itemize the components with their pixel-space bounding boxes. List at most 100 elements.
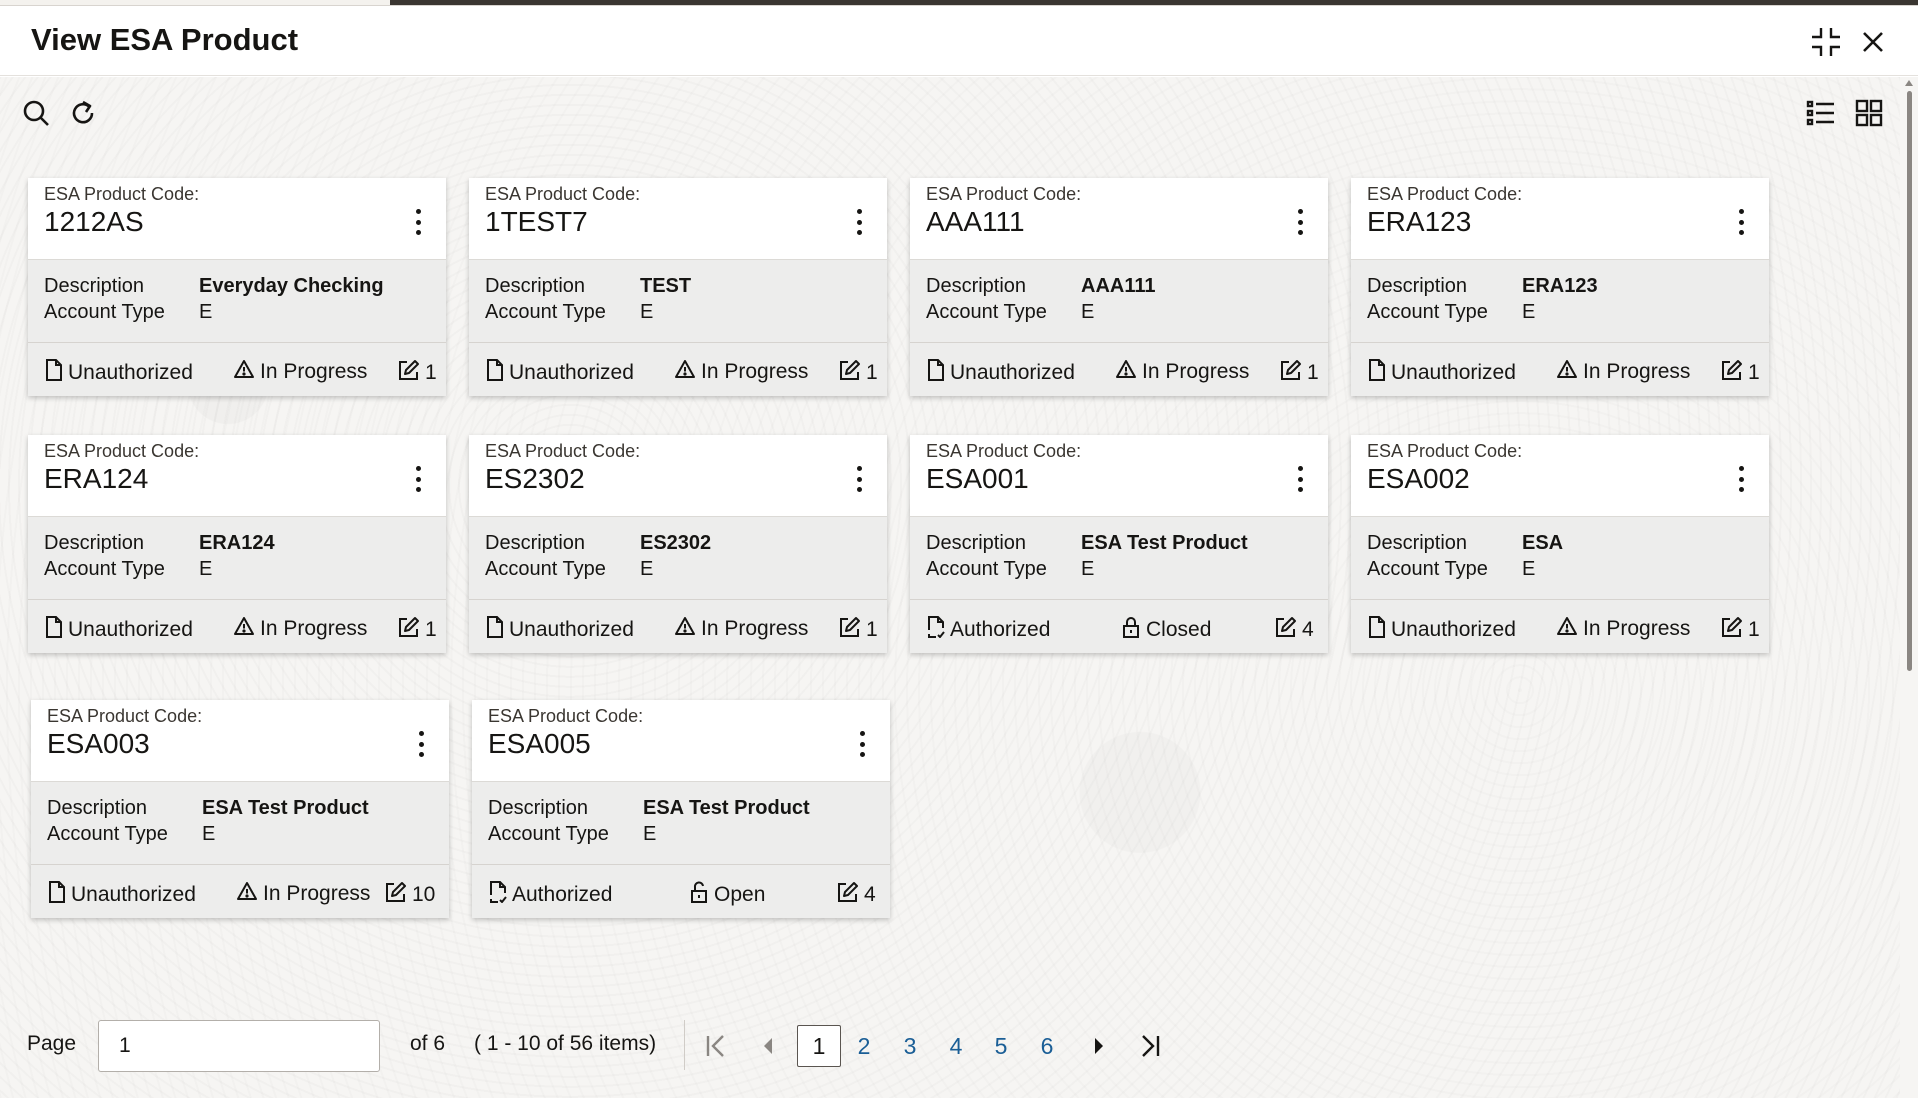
more-options-icon[interactable] xyxy=(1290,463,1310,495)
refresh-icon[interactable] xyxy=(65,95,101,131)
edit-icon xyxy=(839,616,861,644)
account-type-value: E xyxy=(1522,301,1536,323)
auth-status: Authorized xyxy=(489,881,612,909)
description-row: Description ES2302 xyxy=(485,532,711,555)
auth-status-text: Unauthorized xyxy=(1391,361,1516,384)
card-footer: Unauthorized In Progress 1 xyxy=(469,599,887,653)
unauthorized-doc-icon xyxy=(927,359,945,387)
card-footer: Unauthorized In Progress 1 xyxy=(1351,342,1769,396)
scroll-up-arrow-icon[interactable] xyxy=(1905,80,1913,86)
modification-count-text: 10 xyxy=(412,883,436,906)
product-code-label: ESA Product Code: xyxy=(44,441,200,461)
record-status-text: In Progress xyxy=(701,617,809,640)
product-code-label: ESA Product Code: xyxy=(1367,441,1523,461)
previous-page-icon[interactable] xyxy=(750,1025,786,1067)
account-type-value: E xyxy=(1522,558,1536,580)
more-options-icon[interactable] xyxy=(408,206,428,238)
description-row: Description TEST xyxy=(485,275,691,298)
account-type-label: Account Type xyxy=(926,558,1047,580)
pagination-bar: Page of 6 ( 1 - 10 of 56 items) 12 3 4 5 6 xyxy=(0,1012,1900,1072)
scroll-thumb[interactable] xyxy=(1907,91,1912,671)
page-number-5[interactable]: 5 xyxy=(994,1032,1008,1059)
product-card[interactable]: ESA Product Code: 1212AS Description Ever… xyxy=(28,178,446,396)
description-value: AAA111 xyxy=(1081,275,1156,297)
page-number-1[interactable]: 1 xyxy=(797,1025,841,1067)
more-options-icon[interactable] xyxy=(411,728,431,760)
next-page-icon[interactable] xyxy=(1081,1025,1117,1067)
description-label: Description xyxy=(926,532,1027,554)
grid-view-icon[interactable] xyxy=(1851,95,1887,131)
record-status: In Progress xyxy=(233,359,367,385)
content-area: ESA Product Code: 1212AS Description Ever… xyxy=(0,77,1900,1098)
lock-closed-icon xyxy=(1121,616,1141,644)
search-icon[interactable] xyxy=(18,95,54,131)
edit-icon xyxy=(1275,616,1297,644)
description-row: Description ESA Test Product xyxy=(488,797,810,820)
auth-status-text: Authorized xyxy=(950,618,1051,641)
card-footer: Unauthorized In Progress 10 xyxy=(31,864,449,918)
unauthorized-doc-icon xyxy=(486,616,504,644)
more-options-icon[interactable] xyxy=(849,206,869,238)
product-code-value: ESA002 xyxy=(1367,463,1470,494)
card-header: ESA Product Code: ERA124 xyxy=(28,435,446,517)
modification-count: 4 xyxy=(837,881,876,909)
account-type-value: E xyxy=(199,558,213,580)
auth-status: Unauthorized xyxy=(45,616,193,644)
last-page-icon[interactable] xyxy=(1132,1025,1168,1067)
more-options-icon[interactable] xyxy=(1290,206,1310,238)
record-status: In Progress xyxy=(233,616,367,642)
more-options-icon[interactable] xyxy=(852,728,872,760)
more-options-icon[interactable] xyxy=(1731,206,1751,238)
page-number-input[interactable] xyxy=(98,1020,380,1072)
product-card[interactable]: ESA Product Code: ERA123 Description ERA1… xyxy=(1351,178,1769,396)
account-type-row: Account Type E xyxy=(926,301,1094,324)
vertical-scrollbar[interactable] xyxy=(1900,77,1918,1098)
auth-status-text: Unauthorized xyxy=(509,361,634,384)
product-code-label: ESA Product Code: xyxy=(485,441,641,461)
description-value: ESA Test Product xyxy=(202,797,369,819)
modification-count-text: 1 xyxy=(425,618,437,641)
record-status: In Progress xyxy=(1556,359,1690,385)
record-status-text: In Progress xyxy=(701,360,809,383)
product-card[interactable]: ESA Product Code: ESA001 Description ESA … xyxy=(910,435,1328,653)
description-label: Description xyxy=(44,532,145,554)
account-type-label: Account Type xyxy=(44,558,165,580)
more-options-icon[interactable] xyxy=(849,463,869,495)
description-label: Description xyxy=(485,532,586,554)
page-of-text: of 6 xyxy=(410,1032,446,1055)
list-view-icon[interactable] xyxy=(1803,95,1839,131)
page-number-6[interactable]: 6 xyxy=(1040,1032,1054,1059)
warning-icon xyxy=(674,616,696,642)
warning-icon xyxy=(1556,616,1578,642)
record-status: In Progress xyxy=(674,359,808,385)
product-card[interactable]: ESA Product Code: ESA003 Description ESA … xyxy=(31,700,449,918)
product-card[interactable]: ESA Product Code: 1TEST7 Description TEST… xyxy=(469,178,887,396)
close-icon[interactable] xyxy=(1853,22,1893,62)
product-code-value: ERA124 xyxy=(44,463,149,494)
more-options-icon[interactable] xyxy=(1731,463,1751,495)
product-code-label: ESA Product Code: xyxy=(926,441,1082,461)
record-status: Closed xyxy=(1121,616,1211,644)
record-status-text: Closed xyxy=(1146,618,1212,641)
product-card[interactable]: ESA Product Code: ES2302 Description ES23… xyxy=(469,435,887,653)
warning-icon xyxy=(233,359,255,385)
top-strip xyxy=(0,0,1918,5)
card-header: ESA Product Code: 1TEST7 xyxy=(469,178,887,260)
product-card[interactable]: ESA Product Code: ESA002 Description ESA … xyxy=(1351,435,1769,653)
account-type-row: Account Type E xyxy=(485,558,653,581)
account-type-value: E xyxy=(640,301,654,323)
product-code-label: ESA Product Code: xyxy=(47,706,203,726)
product-card[interactable]: ESA Product Code: AAA111 Description AAA1… xyxy=(910,178,1328,396)
product-card[interactable]: ESA Product Code: ESA005 Description ESA … xyxy=(472,700,890,918)
first-page-icon[interactable] xyxy=(698,1025,734,1067)
more-options-icon[interactable] xyxy=(408,463,428,495)
product-code-value: ERA123 xyxy=(1367,206,1472,237)
page-number-2[interactable]: 2 xyxy=(857,1032,871,1059)
product-card[interactable]: ESA Product Code: ERA124 Description ERA1… xyxy=(28,435,446,653)
modification-count: 1 xyxy=(839,616,878,644)
description-row: Description Everyday Checking xyxy=(44,275,384,298)
page-number-4[interactable]: 4 xyxy=(949,1032,963,1059)
description-label: Description xyxy=(1367,532,1468,554)
page-number-3[interactable]: 3 xyxy=(903,1032,917,1059)
compress-icon[interactable] xyxy=(1806,22,1846,62)
